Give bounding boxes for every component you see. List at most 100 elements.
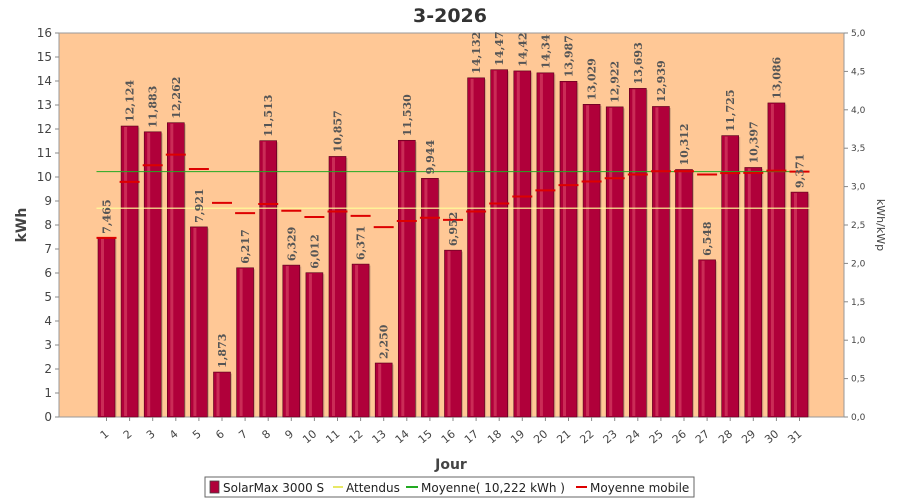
bar-highlight <box>493 70 497 416</box>
bar-highlight <box>308 273 312 416</box>
bar-value-label: 12,939 <box>655 60 668 102</box>
bar-value-label: 11,513 <box>262 95 275 137</box>
y-tick-label: 1 <box>44 386 52 400</box>
bar-value-label: 6,012 <box>308 234 321 268</box>
bar-value-label: 6,548 <box>701 221 714 256</box>
bar <box>536 72 555 418</box>
bar <box>143 131 162 418</box>
y2-tick-label: 4,0 <box>851 106 866 116</box>
bar-value-label: 7,921 <box>193 188 206 222</box>
bar-highlight <box>632 89 636 417</box>
x-tick-label: 15 <box>416 427 435 446</box>
bar-highlight <box>355 265 359 416</box>
bar-value-label: 7,465 <box>101 199 114 233</box>
x-tick-label: 8 <box>259 427 273 441</box>
bar-value-label: 9,371 <box>794 154 807 188</box>
bar-value-label: 13,086 <box>770 56 783 98</box>
bar-value-label: 14,47 <box>493 31 506 65</box>
bar-highlight <box>586 105 590 416</box>
x-tick-label: 16 <box>439 427 458 446</box>
bar <box>652 106 670 418</box>
y-tick-label: 10 <box>37 170 52 184</box>
bar-highlight <box>678 170 682 416</box>
bar <box>213 371 231 418</box>
bar <box>305 272 324 418</box>
x-tick-label: 31 <box>785 427 804 446</box>
x-tick-label: 13 <box>370 427 389 446</box>
bar-value-label: 12,124 <box>124 80 137 122</box>
x-tick-label: 27 <box>693 427 712 446</box>
x-tick-label: 19 <box>508 427 527 446</box>
bar-highlight <box>563 82 566 416</box>
bar-highlight <box>332 157 335 416</box>
y2-axis-label: kWh/kWp <box>874 199 887 251</box>
bar <box>721 135 740 418</box>
bar <box>582 104 601 418</box>
bar-highlight <box>124 127 128 417</box>
bar <box>397 139 416 418</box>
legend-label-attendus: Attendus <box>346 481 400 495</box>
x-tick-label: 18 <box>485 427 504 446</box>
legend: SolarMax 3000 S Attendus Moyenne( 10,222… <box>204 476 695 498</box>
bar-highlight <box>655 107 659 417</box>
legend-bar-swatch <box>209 480 220 494</box>
bar <box>328 156 347 418</box>
bar-value-label: 6,952 <box>447 212 460 246</box>
y-tick-label: 8 <box>44 218 52 232</box>
y-tick-label: 12 <box>37 122 52 136</box>
y-tick-label: 11 <box>37 146 52 160</box>
x-tick-label: 23 <box>601 427 620 446</box>
bar <box>490 69 509 418</box>
bar-value-label: 12,922 <box>609 61 622 103</box>
bar-value-label: 10,312 <box>678 123 691 165</box>
bar-value-label: 6,371 <box>355 226 368 260</box>
bar <box>467 77 485 418</box>
bar <box>259 140 278 418</box>
bar-highlight <box>609 107 613 416</box>
chart-title: 3-2026 <box>413 5 487 27</box>
y2-tick-label: 1,0 <box>851 336 866 346</box>
y2-tick-label: 3,0 <box>851 183 866 193</box>
bar-highlight <box>262 141 266 417</box>
bar <box>605 106 624 418</box>
x-tick-label: 14 <box>393 427 412 446</box>
y2-tick-label: 5,0 <box>851 29 866 39</box>
bar-highlight <box>747 168 751 416</box>
x-tick-label: 10 <box>300 427 319 446</box>
y-tick-label: 5 <box>44 290 52 304</box>
bar-value-label: 11,530 <box>401 94 414 136</box>
bar-value-label: 11,883 <box>147 86 160 128</box>
bar-highlight <box>794 193 797 416</box>
bar-highlight <box>216 373 220 416</box>
x-tick-label: 25 <box>647 427 666 446</box>
bar <box>120 125 139 418</box>
bar <box>351 263 370 418</box>
bar <box>675 169 693 418</box>
bar-series <box>97 69 810 418</box>
bar <box>698 259 716 418</box>
x-tick-label: 2 <box>121 427 135 441</box>
bar-value-label: 10,857 <box>332 110 345 152</box>
data-labels: 7,465 12,124 11,883 12,262 7,921 1,873 6,217 11… <box>101 31 807 368</box>
x-tick-label: 20 <box>531 427 550 446</box>
bar <box>190 226 208 418</box>
bar-highlight <box>378 364 382 416</box>
y-tick-label: 0 <box>44 410 52 424</box>
bar-value-label: 6,217 <box>239 229 252 263</box>
bar-value-label: 2,250 <box>378 324 391 359</box>
y-axis-right: 0,0 0,5 1,0 1,5 2,0 2,5 3,0 3,5 4,0 4,5 5,0 <box>844 29 866 423</box>
x-tick-label: 21 <box>554 427 573 446</box>
bar <box>744 167 763 418</box>
bar <box>628 88 647 418</box>
bar-value-label: 10,397 <box>747 121 760 163</box>
y2-tick-label: 3,5 <box>851 144 865 154</box>
x-tick-label: 28 <box>716 427 735 446</box>
y2-tick-label: 2,0 <box>851 259 866 269</box>
x-tick-label: 9 <box>283 427 297 441</box>
y2-tick-label: 4,5 <box>851 67 865 77</box>
x-axis-label: Jour <box>434 457 467 473</box>
bar-highlight <box>516 71 520 417</box>
bar <box>167 122 185 418</box>
x-tick-label: 17 <box>462 427 481 446</box>
